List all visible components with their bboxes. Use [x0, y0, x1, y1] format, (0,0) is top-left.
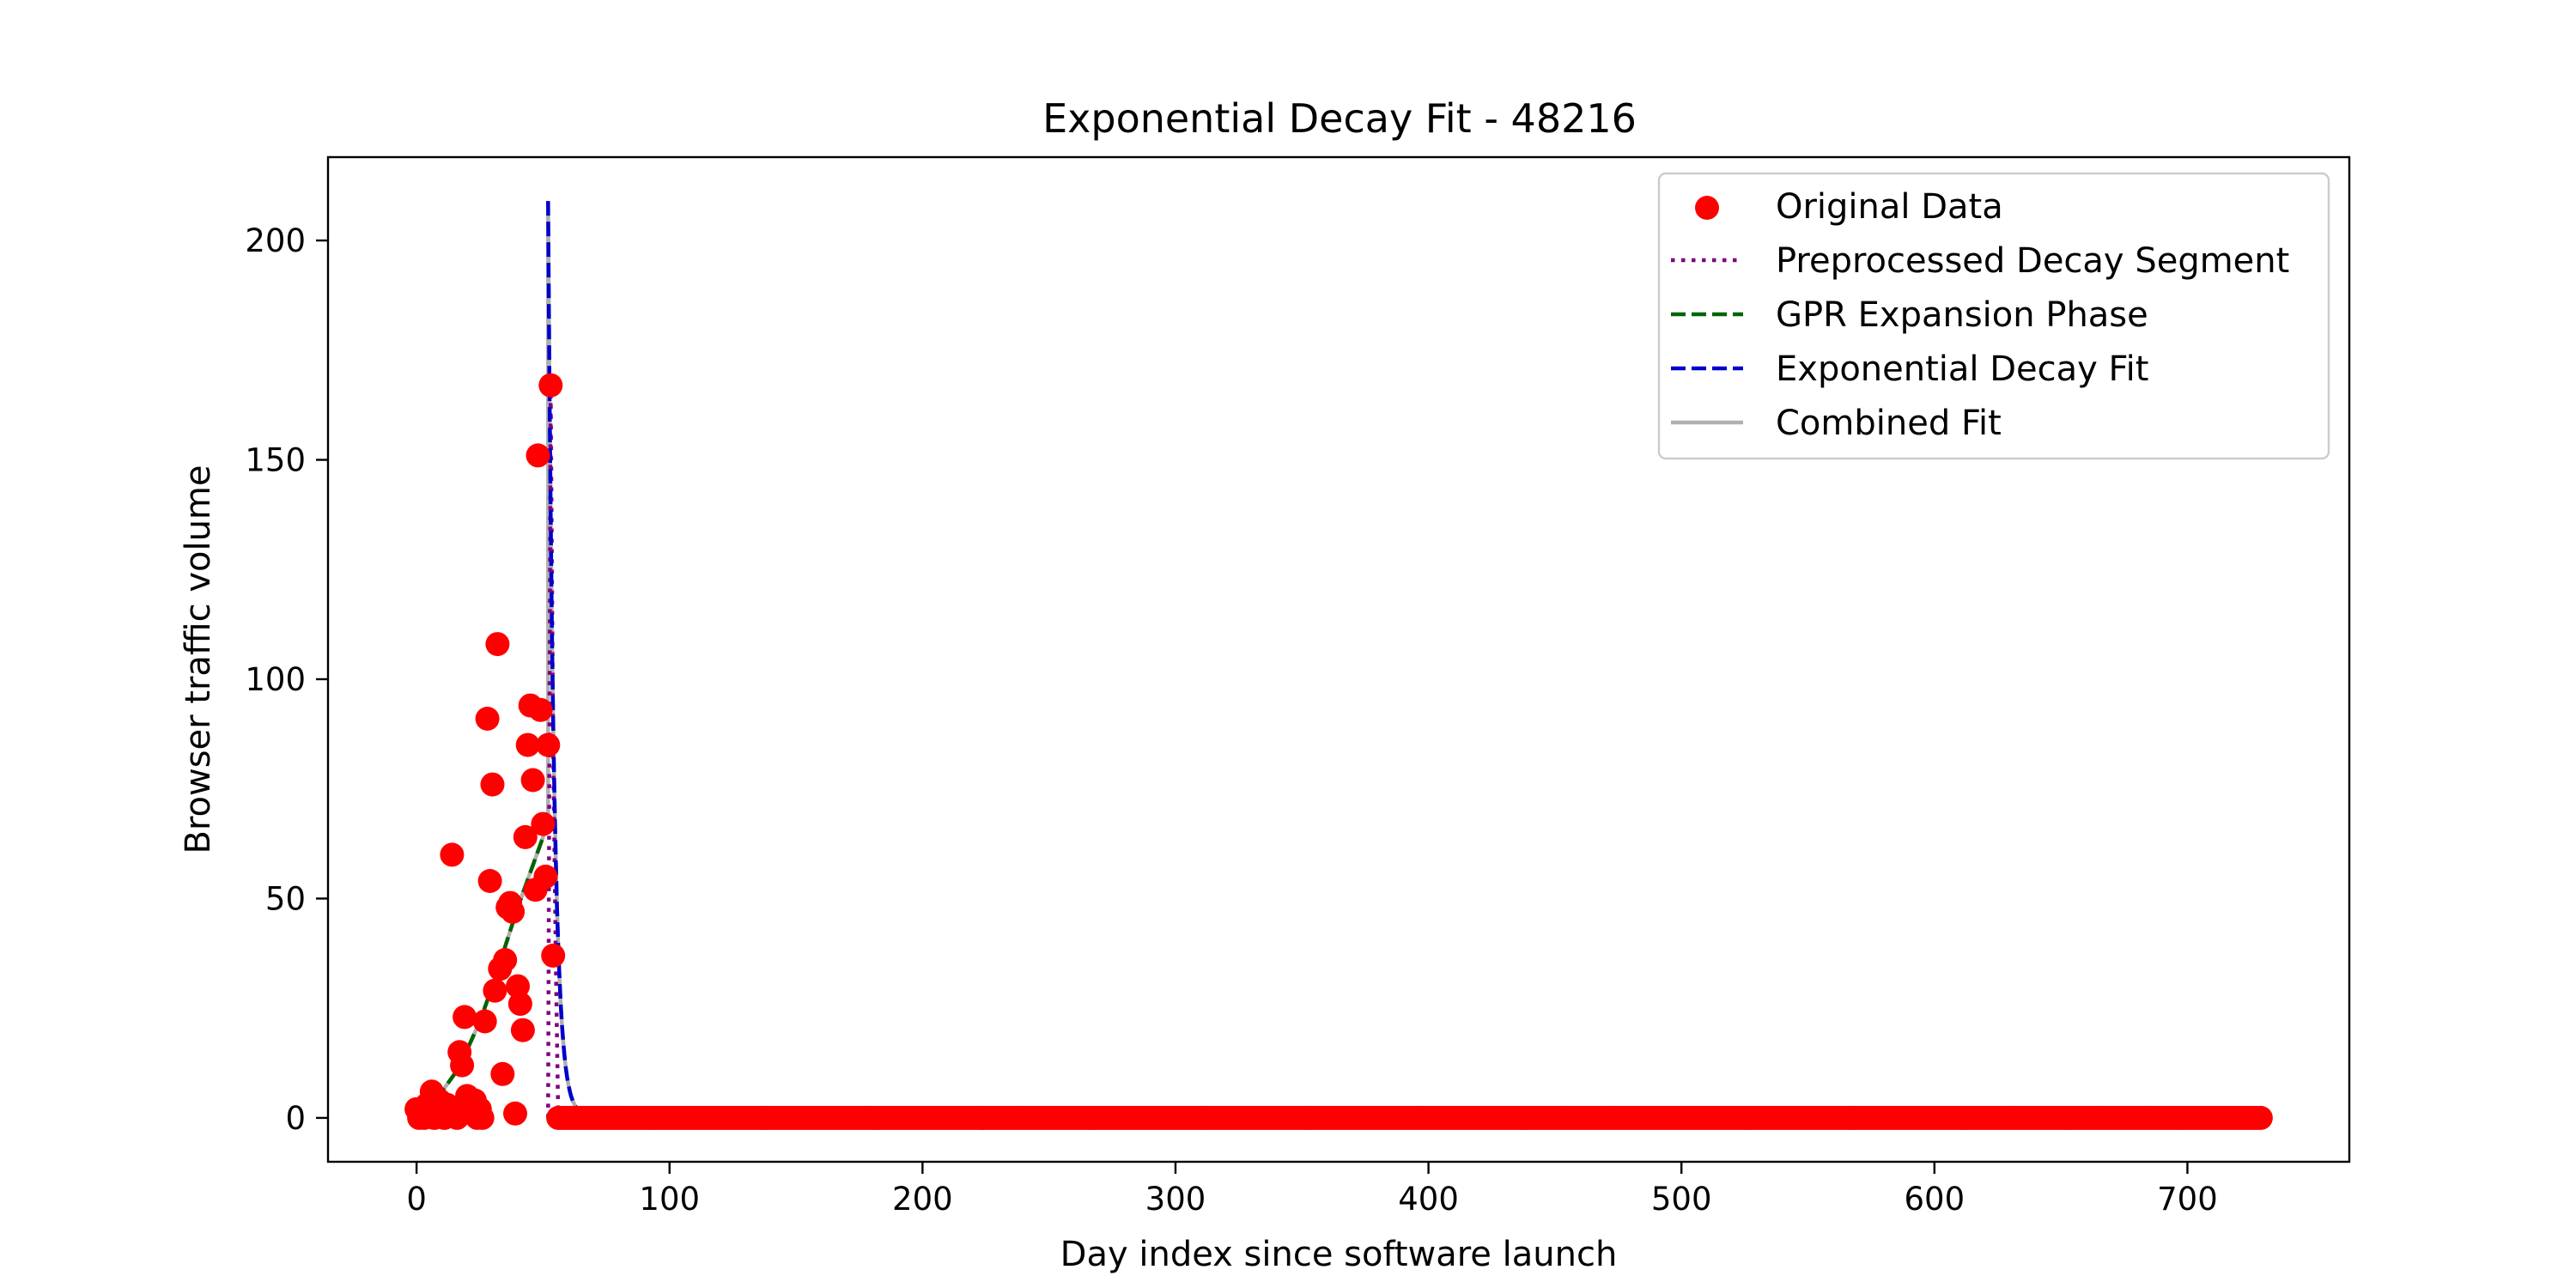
legend-swatch-original-data: [1695, 196, 1719, 220]
y-tick-label: 50: [265, 880, 306, 917]
data-point: [493, 948, 518, 972]
legend: Original Data Preprocessed Decay Segment…: [1657, 172, 2330, 460]
x-tick-label: 100: [639, 1181, 700, 1218]
x-tick-label: 500: [1651, 1181, 1712, 1218]
data-point: [475, 707, 500, 731]
data-point: [531, 811, 556, 836]
chart-title: Exponential Decay Fit - 48216: [1042, 95, 1637, 142]
y-tick-label: 100: [245, 661, 306, 698]
legend-label-preprocessed-decay: Preprocessed Decay Segment: [1776, 241, 2289, 281]
y-axis: 0 50 100 150 200: [245, 222, 328, 1137]
data-point: [440, 842, 465, 867]
data-point: [513, 824, 538, 849]
data-point: [526, 443, 550, 468]
data-point: [538, 373, 563, 398]
data-point: [515, 732, 540, 757]
data-point: [503, 1101, 527, 1126]
preprocessed-decay-line: [546, 385, 2261, 1121]
data-point: [490, 1061, 515, 1086]
y-axis-label: Browser traffic volume: [179, 465, 218, 854]
x-tick-label: 600: [1905, 1181, 1965, 1218]
x-axis-label: Day index since software launch: [1060, 1235, 1618, 1274]
legend-frame: [1657, 172, 2330, 460]
data-point: [520, 768, 545, 793]
y-tick-label: 0: [285, 1100, 306, 1137]
data-point: [483, 978, 507, 1003]
legend-label-gpr-expansion: GPR Expansion Phase: [1776, 295, 2148, 335]
data-point: [541, 943, 566, 968]
data-point: [506, 974, 530, 999]
data-point: [510, 1018, 535, 1042]
legend-label-combined-fit: Combined Fit: [1776, 404, 2002, 443]
x-tick-label: 0: [406, 1181, 427, 1218]
data-point: [470, 1105, 495, 1130]
data-point: [533, 864, 558, 889]
data-point: [453, 1005, 477, 1030]
legend-label-original-data: Original Data: [1776, 187, 2003, 227]
y-tick-label: 200: [245, 222, 306, 259]
data-point: [536, 732, 561, 757]
data-point: [472, 1009, 497, 1034]
y-tick-label: 150: [245, 442, 306, 479]
data-point: [477, 869, 502, 893]
data-point: [485, 632, 510, 657]
x-tick-label: 400: [1398, 1181, 1459, 1218]
x-tick-label: 200: [892, 1181, 953, 1218]
x-axis: 0 100 200 300 400 500 600 700: [406, 1162, 2218, 1218]
data-point: [2248, 1105, 2273, 1130]
x-tick-label: 700: [2157, 1181, 2218, 1218]
x-tick-label: 300: [1145, 1181, 1206, 1218]
data-point: [501, 899, 526, 924]
gpr-expansion-line: [416, 823, 550, 1111]
plot-frame: [326, 155, 2351, 1163]
data-point: [528, 697, 553, 722]
data-point: [507, 992, 532, 1017]
data-point: [480, 772, 505, 797]
legend-label-exponential-decay: Exponential Decay Fit: [1776, 349, 2148, 389]
data-point: [450, 1053, 475, 1078]
